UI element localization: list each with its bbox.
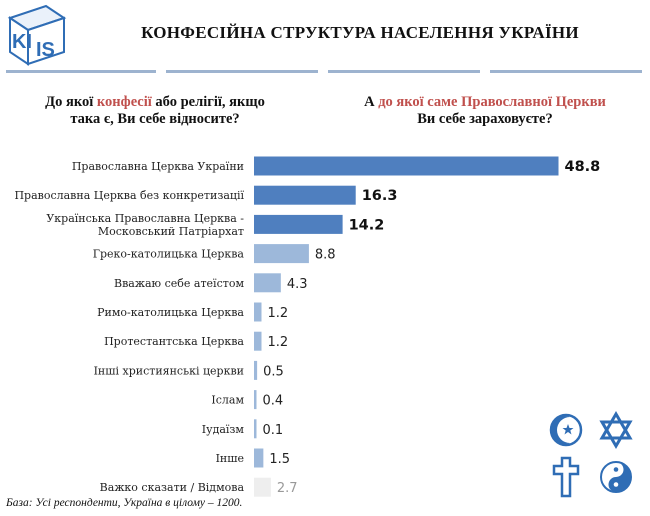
value-label-8: 0.4 [263, 394, 284, 409]
bar-9 [254, 419, 257, 439]
yin-yang-icon [600, 461, 632, 493]
value-label-6: 1.2 [267, 335, 288, 350]
value-label-2: 14.2 [349, 217, 385, 233]
bar-10 [254, 448, 264, 468]
bar-6 [254, 331, 262, 351]
category-label-3: Греко-католицька Церква [93, 248, 245, 261]
category-label-10: Інше [216, 452, 244, 465]
category-label-2-line-0: Українська Православна Церква - [46, 212, 244, 225]
value-label-5: 1.2 [267, 306, 288, 321]
value-label-3: 8.8 [315, 248, 336, 263]
category-label-8: Іслам [211, 394, 244, 407]
category-label-4: Вважаю себе атеїстом [114, 277, 244, 290]
category-label-7: Інші християнські церкви [94, 364, 244, 377]
crescent-star-icon [549, 413, 583, 447]
bar-11 [254, 477, 271, 497]
bar-3 [254, 244, 309, 264]
value-label-11: 2.7 [277, 481, 298, 496]
star-of-david-icon [599, 411, 633, 449]
bar-5 [254, 302, 262, 322]
question-right-highlight: до якої саме Православної Церкви [378, 94, 606, 110]
header-rule-3 [328, 70, 480, 73]
category-label-2-line-1: Московський Патріархат [98, 225, 244, 238]
page-title: КОНФЕСІЙНА СТРУКТУРА НАСЕЛЕННЯ УКРАЇНИ [141, 23, 579, 42]
value-label-9: 0.1 [263, 423, 284, 438]
question-left-highlight: конфесії [96, 94, 152, 110]
bar-2 [254, 214, 343, 234]
value-label-1: 16.3 [362, 188, 398, 204]
value-label-10: 1.5 [269, 452, 290, 467]
value-label-4: 4.3 [287, 277, 308, 292]
value-label-7: 0.5 [263, 364, 284, 379]
footnote: База: Усі респонденти, Україна в цілому … [6, 497, 243, 509]
bar-1 [254, 185, 356, 205]
header-rule-4 [490, 70, 642, 73]
religion-icons [549, 411, 633, 498]
header-rule-2 [166, 70, 318, 73]
bar-0 [254, 156, 559, 176]
header-rule-1 [6, 70, 156, 73]
bar-7 [254, 360, 258, 380]
bar-8 [254, 390, 257, 410]
bar-4 [254, 273, 281, 293]
cross-icon [552, 456, 580, 498]
value-label-0: 48.8 [565, 159, 601, 175]
category-label-1: Православна Церква без конкретизації [14, 189, 244, 202]
kiis-logo: KI IS [7, 4, 67, 66]
category-label-11: Важко сказати / Відмова [100, 481, 245, 494]
question-left: До якої конфесії або релігії, якщо така … [45, 94, 265, 127]
category-label-0: Православна Церква України [72, 160, 244, 173]
logo-letters-left: KI [12, 31, 32, 53]
category-label-6: Протестантська Церква [104, 335, 244, 348]
category-label-9: Іудаїзм [202, 423, 245, 436]
logo-letters-right: IS [36, 39, 55, 61]
category-label-5: Римо-католицька Церква [97, 306, 244, 319]
question-right: А до якої саме Православної Церкви Ви се… [364, 94, 606, 127]
